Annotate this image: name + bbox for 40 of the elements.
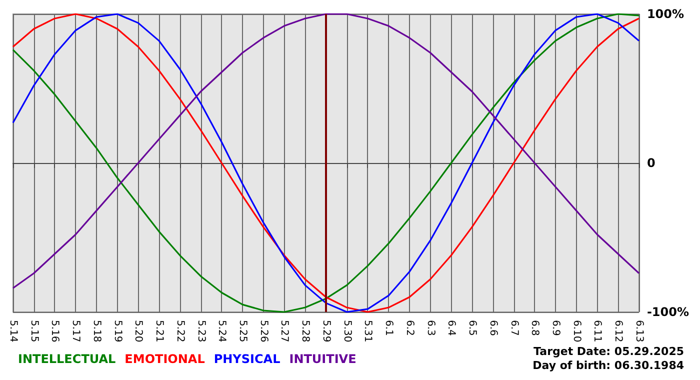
y-tick-label: 100% <box>646 7 684 21</box>
text: INTUITIVE <box>289 352 356 366</box>
x-tick-label: 5.18 <box>90 320 102 342</box>
y-tick-label: -100% <box>646 305 690 319</box>
x-tick-label: 6.8 <box>529 320 540 336</box>
x-tick-label: 6.13 <box>633 320 644 342</box>
x-tick-label: 5.20 <box>132 320 144 342</box>
x-tick-label: 5.27 <box>278 320 290 342</box>
x-tick-label: 5.30 <box>341 320 352 342</box>
text: Day of birth: 06.30.1984 <box>532 359 684 372</box>
x-tick-label: 5.26 <box>258 320 269 342</box>
text: Target Date: 05.29.2025 <box>534 345 684 358</box>
x-tick-label: 6.5 <box>466 320 478 336</box>
text: EMOTIONAL <box>124 352 206 366</box>
x-tick-label: 6.9 <box>550 320 561 336</box>
x-tick-label: 6.10 <box>570 320 582 342</box>
x-tick-label: 6.11 <box>592 320 603 342</box>
x-tick-label: 5.21 <box>154 320 165 342</box>
x-tick-label: 6.2 <box>404 320 415 336</box>
x-tick-label: 6.6 <box>487 320 498 336</box>
x-tick-label: 6.12 <box>612 320 624 342</box>
x-tick-label: 6.4 <box>446 320 457 336</box>
x-tick-label: 5.15 <box>28 320 40 342</box>
x-tick-label: 6.3 <box>424 320 436 336</box>
text: PHYSICAL <box>214 352 281 366</box>
x-tick-label: 5.29 <box>320 320 332 342</box>
x-tick-label: 5.28 <box>300 320 311 342</box>
x-tick-label: 5.14 <box>8 320 18 342</box>
x-tick-label: 6.7 <box>508 320 520 336</box>
x-tick-label: 5.24 <box>216 320 228 342</box>
y-tick-label: 0 <box>646 156 656 170</box>
text: INTELLECTUAL <box>18 352 116 366</box>
x-tick-label: 5.23 <box>195 320 206 342</box>
x-tick-label: 5.25 <box>237 320 248 342</box>
x-tick-label: 5.16 <box>49 320 60 342</box>
x-tick-label: 5.17 <box>70 320 82 342</box>
x-tick-label: 6.1 <box>383 320 394 336</box>
x-tick-label: 5.31 <box>362 320 374 342</box>
x-tick-label: 5.22 <box>174 320 186 342</box>
x-tick-label: 5.19 <box>112 320 123 342</box>
